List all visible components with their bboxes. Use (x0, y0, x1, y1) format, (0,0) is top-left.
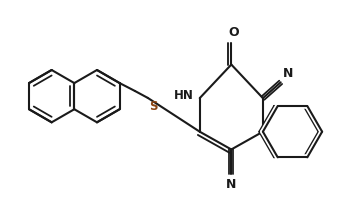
Text: O: O (228, 26, 238, 39)
Text: N: N (226, 178, 237, 191)
Text: N: N (283, 67, 293, 80)
Text: HN: HN (174, 89, 194, 102)
Text: S: S (149, 100, 158, 113)
